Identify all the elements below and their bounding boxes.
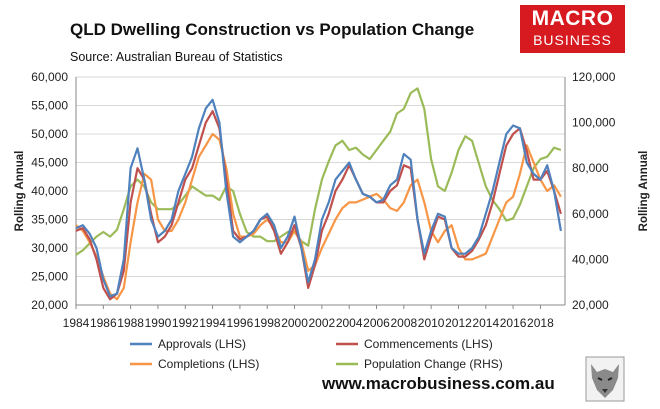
series-line-population-change-rhs: [75, 87, 562, 256]
chart-subtitle: Source: Australian Bureau of Statistics: [70, 50, 283, 64]
y-tick-label-left: 25,000: [31, 270, 68, 284]
legend-label: Population Change (RHS): [364, 357, 503, 371]
y-tick-label-right: 120,000: [572, 70, 616, 84]
y-tick-label-right: 80,000: [572, 161, 609, 175]
x-tick-label: 1994: [199, 316, 226, 330]
x-tick-label: 2006: [363, 316, 390, 330]
y-tick-label-left: 20,000: [31, 298, 68, 312]
y-tick-label-left: 50,000: [31, 127, 68, 141]
legend-label: Approvals (LHS): [158, 337, 246, 351]
x-tick-label: 2014: [472, 316, 499, 330]
macrobusiness-logo: MACRO BUSINESS: [520, 5, 625, 53]
logo-line-2: BUSINESS: [533, 32, 612, 48]
x-tick-label: 2016: [500, 316, 527, 330]
x-tick-label: 1998: [254, 316, 281, 330]
x-tick-label: 1996: [227, 316, 254, 330]
y-tick-label-right: 40,000: [572, 252, 609, 266]
y-axis-title-left: Rolling Annual: [14, 151, 26, 232]
y-tick-label-right: 100,000: [572, 116, 616, 130]
x-tick-label: 2010: [418, 316, 445, 330]
y-tick-label-left: 40,000: [31, 184, 68, 198]
series-line-commencements-lhs: [75, 110, 562, 301]
x-tick-label: 2000: [281, 316, 308, 330]
y-tick-label-right: 60,000: [572, 207, 609, 221]
x-tick-label: 1990: [145, 316, 172, 330]
y-tick-label-left: 45,000: [31, 156, 68, 170]
x-tick-label: 2002: [309, 316, 336, 330]
y-tick-label-right: 20,000: [572, 298, 609, 312]
y-tick-label-left: 60,000: [31, 70, 68, 84]
series-line-completions-lhs: [75, 132, 562, 301]
legend-label: Commencements (LHS): [364, 337, 493, 351]
y-tick-label-left: 30,000: [31, 241, 68, 255]
series-line-approvals-lhs: [75, 98, 562, 298]
logo-line-1: MACRO: [531, 7, 614, 30]
x-tick-label: 2008: [390, 316, 417, 330]
y-tick-label-left: 35,000: [31, 213, 68, 227]
x-tick-label: 2018: [527, 316, 554, 330]
wolf-logo-icon: [585, 356, 625, 402]
x-tick-label: 1986: [90, 316, 117, 330]
website-url: www.macrobusiness.com.au: [322, 374, 555, 393]
x-tick-label: 1984: [63, 316, 90, 330]
x-tick-label: 1992: [172, 316, 199, 330]
x-tick-label: 2004: [336, 316, 363, 330]
y-tick-label-left: 55,000: [31, 99, 68, 113]
x-tick-label: 2012: [445, 316, 472, 330]
legend-label: Completions (LHS): [158, 357, 259, 371]
chart-title: QLD Dwelling Construction vs Population …: [70, 20, 475, 39]
x-tick-label: 1988: [117, 316, 144, 330]
y-axis-title-right: Rolling Annual: [638, 151, 650, 232]
